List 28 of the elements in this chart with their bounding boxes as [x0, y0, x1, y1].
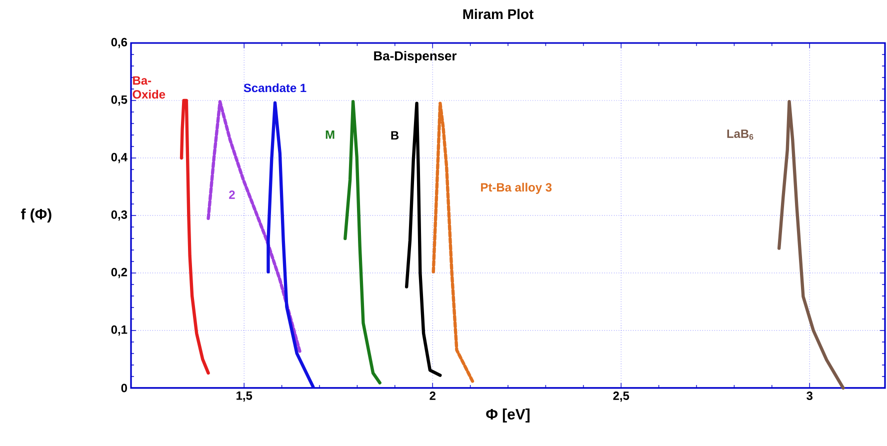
- line-series: [777, 100, 845, 390]
- y-tick-label: 0: [121, 384, 127, 392]
- x-axis-title: Φ [eV]: [486, 408, 530, 422]
- series-label: 2: [229, 190, 235, 199]
- text: LaB$_{6}$: [727, 130, 754, 140]
- line-series: [405, 102, 442, 377]
- y-tick-label: 0,4: [111, 152, 128, 164]
- line-series: [344, 100, 382, 384]
- y-tick-label: 0,5: [111, 95, 128, 106]
- y-axis-title: f (Φ): [20, 208, 52, 222]
- y-tick-label: 0,1: [111, 325, 128, 336]
- x-tick-label: 1,5: [236, 392, 252, 402]
- annotation: Ba-Dispenser: [374, 50, 457, 64]
- x-tick-label: 2: [430, 392, 436, 400]
- series-label: M: [326, 130, 334, 139]
- series-label: Ba-Oxide: [132, 76, 166, 99]
- text: Pt-Ba alloy 3: [481, 182, 552, 194]
- x-tick-label: 2,5: [613, 392, 630, 402]
- series-label: Scandate 1: [244, 83, 306, 92]
- y-tick-label: 0,3: [111, 210, 128, 221]
- line-series: [432, 102, 475, 384]
- line-series: [206, 100, 302, 354]
- y-tick-label: 0,6: [111, 38, 128, 48]
- line-series: [266, 101, 315, 388]
- x-tick-label: 3: [806, 392, 813, 400]
- chart-title: Miram Plot: [463, 8, 534, 20]
- y-tick-label: 0,2: [111, 268, 128, 278]
- series-label: B: [391, 131, 399, 140]
